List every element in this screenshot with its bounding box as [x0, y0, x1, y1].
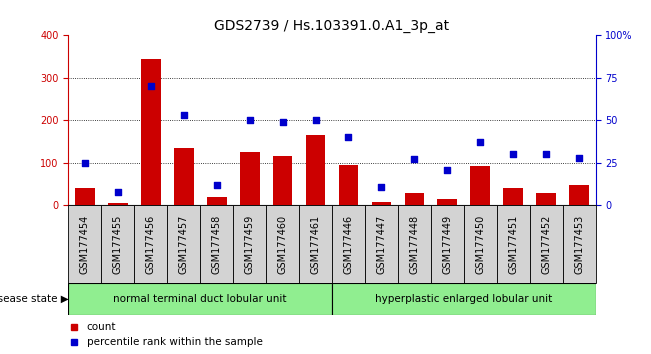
Text: GSM177446: GSM177446	[344, 215, 353, 274]
Bar	[372, 202, 391, 205]
Text: count: count	[87, 322, 117, 332]
Bar	[134, 205, 167, 283]
Bar	[306, 135, 326, 205]
Bar	[108, 203, 128, 205]
Point	[343, 135, 353, 140]
Bar	[464, 205, 497, 283]
Bar	[167, 205, 201, 283]
Bar	[141, 59, 161, 205]
Bar	[207, 197, 227, 205]
Bar	[562, 205, 596, 283]
Bar	[75, 188, 95, 205]
Bar	[240, 152, 260, 205]
Text: GSM177457: GSM177457	[179, 215, 189, 274]
Bar	[536, 193, 556, 205]
Point	[475, 139, 486, 145]
Text: GSM177461: GSM177461	[311, 215, 320, 274]
Text: GSM177455: GSM177455	[113, 215, 123, 274]
Bar	[431, 205, 464, 283]
Bar	[339, 165, 359, 205]
Text: disease state ▶: disease state ▶	[0, 294, 68, 304]
Point	[442, 167, 452, 172]
Text: GSM177459: GSM177459	[245, 215, 255, 274]
Text: GSM177450: GSM177450	[475, 215, 485, 274]
Bar	[332, 205, 365, 283]
Bar	[68, 283, 332, 315]
Bar	[233, 205, 266, 283]
Text: normal terminal duct lobular unit: normal terminal duct lobular unit	[113, 294, 287, 304]
Point	[113, 189, 123, 195]
Bar	[497, 205, 530, 283]
Bar	[68, 205, 102, 283]
Point	[178, 113, 189, 118]
Text: GSM177458: GSM177458	[212, 215, 221, 274]
Point	[508, 152, 518, 157]
Bar	[266, 205, 299, 283]
Bar	[471, 166, 490, 205]
Bar	[530, 205, 562, 283]
Text: GSM177452: GSM177452	[541, 215, 551, 274]
Bar	[174, 148, 193, 205]
Point	[409, 156, 420, 162]
Text: GSM177451: GSM177451	[508, 215, 518, 274]
Text: GSM177456: GSM177456	[146, 215, 156, 274]
Point	[376, 184, 387, 189]
Text: GSM177453: GSM177453	[574, 215, 584, 274]
Point	[146, 84, 156, 89]
Bar	[332, 283, 596, 315]
Point	[574, 155, 585, 161]
Point	[212, 182, 222, 188]
Point	[277, 119, 288, 125]
Point	[244, 118, 255, 123]
Bar	[437, 199, 457, 205]
Bar	[299, 205, 332, 283]
Bar	[503, 188, 523, 205]
Text: GSM177448: GSM177448	[409, 215, 419, 274]
Bar	[365, 205, 398, 283]
Bar	[201, 205, 233, 283]
Point	[79, 160, 90, 166]
Text: GSM177447: GSM177447	[376, 215, 387, 274]
Point	[311, 118, 321, 123]
Bar	[102, 205, 134, 283]
Text: GSM177454: GSM177454	[80, 215, 90, 274]
Text: GSM177449: GSM177449	[443, 215, 452, 274]
Title: GDS2739 / Hs.103391.0.A1_3p_at: GDS2739 / Hs.103391.0.A1_3p_at	[214, 19, 450, 33]
Bar	[570, 185, 589, 205]
Text: hyperplastic enlarged lobular unit: hyperplastic enlarged lobular unit	[375, 294, 553, 304]
Point	[541, 152, 551, 157]
Text: percentile rank within the sample: percentile rank within the sample	[87, 337, 263, 347]
Bar	[398, 205, 431, 283]
Bar	[273, 156, 292, 205]
Bar	[404, 193, 424, 205]
Text: GSM177460: GSM177460	[277, 215, 288, 274]
